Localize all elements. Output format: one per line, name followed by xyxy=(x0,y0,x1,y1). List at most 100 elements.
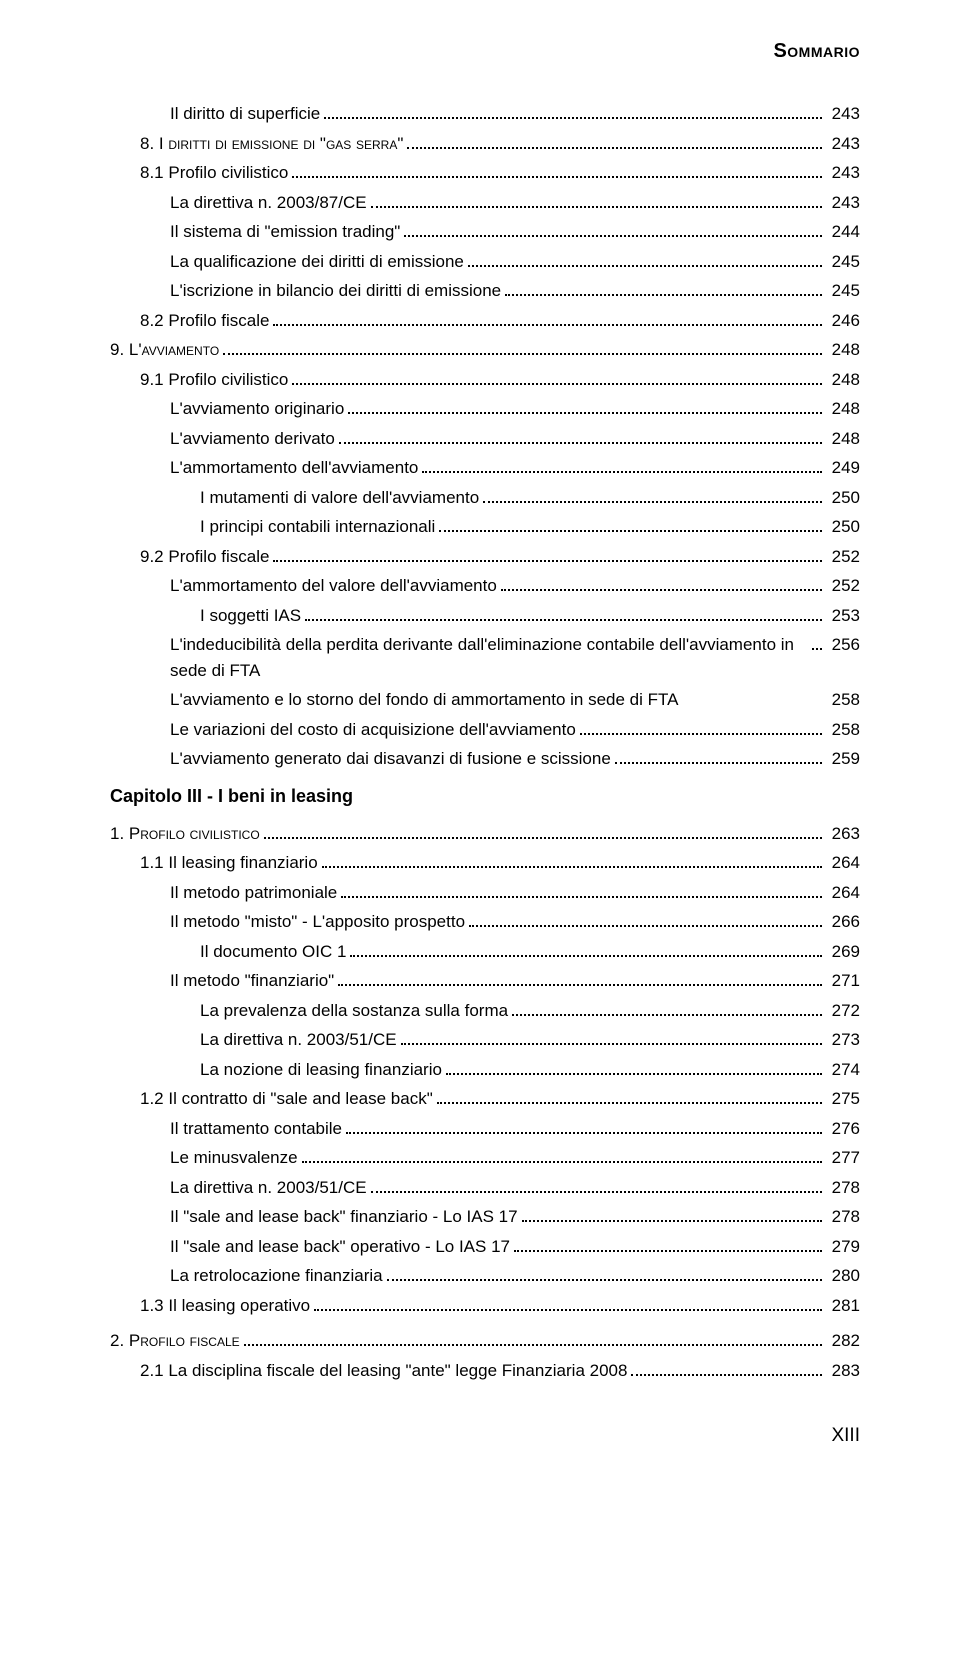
toc-leader-dots xyxy=(615,762,822,764)
toc-entry-label: La prevalenza della sostanza sulla forma xyxy=(200,998,508,1024)
toc-entry: Il metodo patrimoniale264 xyxy=(110,880,860,906)
toc-entry: Le variazioni del costo di acquisizione … xyxy=(110,717,860,743)
toc-entry-label: Le variazioni del costo di acquisizione … xyxy=(170,717,576,743)
toc-leader-dots xyxy=(292,383,821,385)
toc-entry: L'ammortamento del valore dell'avviament… xyxy=(110,573,860,599)
toc-entry-page: 278 xyxy=(826,1204,860,1230)
toc-entry-label: Il trattamento contabile xyxy=(170,1116,342,1142)
toc-leader-dots xyxy=(437,1102,822,1104)
toc-entry-label: L'avviamento derivato xyxy=(170,426,335,452)
toc-entry-page: 243 xyxy=(826,101,860,127)
toc-entry-label: Il metodo "finanziario" xyxy=(170,968,334,994)
toc-entry-label: L'avviamento originario xyxy=(170,396,344,422)
toc-leader-dots xyxy=(407,147,821,149)
toc-leader-dots xyxy=(469,925,822,927)
toc-entry: Il metodo "finanziario"271 xyxy=(110,968,860,994)
toc-entry-label: Il "sale and lease back" operativo - Lo … xyxy=(170,1234,510,1260)
toc-entry: La direttiva n. 2003/87/CE 243 xyxy=(110,190,860,216)
toc-entry-page: 272 xyxy=(826,998,860,1024)
toc-leader-dots xyxy=(322,866,822,868)
toc-entry-page: 246 xyxy=(826,308,860,334)
toc-entry: La prevalenza della sostanza sulla forma… xyxy=(110,998,860,1024)
toc-entry: 8.2 Profilo fiscale246 xyxy=(110,308,860,334)
toc-entry: I principi contabili internazionali250 xyxy=(110,514,860,540)
toc-entry-page: 250 xyxy=(826,485,860,511)
toc-leader-dots xyxy=(292,176,821,178)
toc-entry-label: L'indeducibilità della perdita derivante… xyxy=(170,632,808,683)
toc-entry-page: 281 xyxy=(826,1293,860,1319)
toc-entry-page: 274 xyxy=(826,1057,860,1083)
toc-leader-dots xyxy=(346,1132,822,1134)
toc-entry-page: 273 xyxy=(826,1027,860,1053)
toc-leader-dots xyxy=(314,1309,822,1311)
toc-entry: L'avviamento originario 248 xyxy=(110,396,860,422)
toc-entry: Le minusvalenze 277 xyxy=(110,1145,860,1171)
toc-entry: Il metodo "misto" - L'apposito prospetto… xyxy=(110,909,860,935)
toc-entry: La retrolocazione finanziaria280 xyxy=(110,1263,860,1289)
toc-leader-dots xyxy=(273,324,821,326)
toc-leader-dots xyxy=(512,1014,822,1016)
toc-entry-label: 9.1 Profilo civilistico xyxy=(140,367,288,393)
toc-entry: Il sistema di "emission trading" 244 xyxy=(110,219,860,245)
toc-entry-label: Il diritto di superficie xyxy=(170,101,320,127)
toc-entry-label: La nozione di leasing finanziario xyxy=(200,1057,442,1083)
toc-entry-page: 277 xyxy=(826,1145,860,1171)
toc-entry: Il documento OIC 1269 xyxy=(110,939,860,965)
toc-entry-page: 248 xyxy=(826,426,860,452)
toc-entry-label: L'avviamento generato dai disavanzi di f… xyxy=(170,746,611,772)
toc-entry-label: I mutamenti di valore dell'avviamento xyxy=(200,485,479,511)
toc-entry: 9.1 Profilo civilistico 248 xyxy=(110,367,860,393)
toc-leader-dots xyxy=(348,412,821,414)
toc-entry-label: Il sistema di "emission trading" xyxy=(170,219,400,245)
toc-entry-page: 248 xyxy=(826,337,860,363)
toc-entry: 8. I diritti di emissione di "gas serra"… xyxy=(110,131,860,157)
toc-entry-label: La direttiva n. 2003/87/CE xyxy=(170,190,367,216)
toc-leader-dots xyxy=(401,1043,822,1045)
toc-entry: La direttiva n. 2003/51/CE 273 xyxy=(110,1027,860,1053)
toc-entry-label: L'avviamento e lo storno del fondo di am… xyxy=(170,687,678,713)
toc-entry-label: 2.1 La disciplina fiscale del leasing "a… xyxy=(140,1358,627,1384)
toc-leader-dots xyxy=(223,353,821,355)
toc-leader-dots xyxy=(324,117,821,119)
toc-leader-dots xyxy=(244,1344,822,1346)
toc-entry-page: 248 xyxy=(826,367,860,393)
toc-leader-dots xyxy=(812,648,822,650)
toc-entry-page: 244 xyxy=(826,219,860,245)
toc-leader-dots xyxy=(580,733,822,735)
toc-entry-page: 248 xyxy=(826,396,860,422)
toc-entry: 2.1 La disciplina fiscale del leasing "a… xyxy=(110,1358,860,1384)
toc-entry-page: 256 xyxy=(826,632,860,658)
toc-leader-dots xyxy=(305,619,822,621)
toc-leader-dots xyxy=(371,206,822,208)
toc-entry-page: 280 xyxy=(826,1263,860,1289)
toc-entry-label: 1.3 Il leasing operativo xyxy=(140,1293,310,1319)
toc-entry-page: 282 xyxy=(826,1328,860,1354)
toc-entry: L'avviamento derivato 248 xyxy=(110,426,860,452)
toc-entry-page: 258 xyxy=(826,687,860,713)
toc-entry-label: La direttiva n. 2003/51/CE xyxy=(200,1027,397,1053)
toc-entry-label: Le minusvalenze xyxy=(170,1145,298,1171)
toc-entry-label: La qualificazione dei diritti di emissio… xyxy=(170,249,464,275)
toc-entry: Il diritto di superficie 243 xyxy=(110,101,860,127)
toc-entry-page: 243 xyxy=(826,190,860,216)
toc-entry: L'indeducibilità della perdita derivante… xyxy=(110,632,860,683)
toc-leader-dots xyxy=(631,1374,821,1376)
page-header: Sommario xyxy=(110,40,860,63)
toc-leader-dots xyxy=(302,1161,822,1163)
toc-entry: 1.3 Il leasing operativo 281 xyxy=(110,1293,860,1319)
toc-entry-label: 2. Profilo fiscale xyxy=(110,1328,240,1354)
toc-entry-page: 275 xyxy=(826,1086,860,1112)
toc-entry-label: La direttiva n. 2003/51/CE xyxy=(170,1175,367,1201)
toc-entry: La direttiva n. 2003/51/CE278 xyxy=(110,1175,860,1201)
toc-entry-label: 1.2 Il contratto di "sale and lease back… xyxy=(140,1086,433,1112)
table-of-contents: Il diritto di superficie 243 8. I diritti … xyxy=(110,101,860,1383)
toc-entry-page: 279 xyxy=(826,1234,860,1260)
toc-entry: 1.1 Il leasing finanziario264 xyxy=(110,850,860,876)
toc-entry: L'iscrizione in bilancio dei diritti di … xyxy=(110,278,860,304)
toc-entry: La nozione di leasing finanziario 274 xyxy=(110,1057,860,1083)
toc-entry-label: 9.2 Profilo fiscale xyxy=(140,544,269,570)
toc-entry-page: 264 xyxy=(826,880,860,906)
toc-leader-dots xyxy=(468,265,822,267)
toc-entry-label: L'ammortamento del valore dell'avviament… xyxy=(170,573,497,599)
toc-entry-page: 276 xyxy=(826,1116,860,1142)
